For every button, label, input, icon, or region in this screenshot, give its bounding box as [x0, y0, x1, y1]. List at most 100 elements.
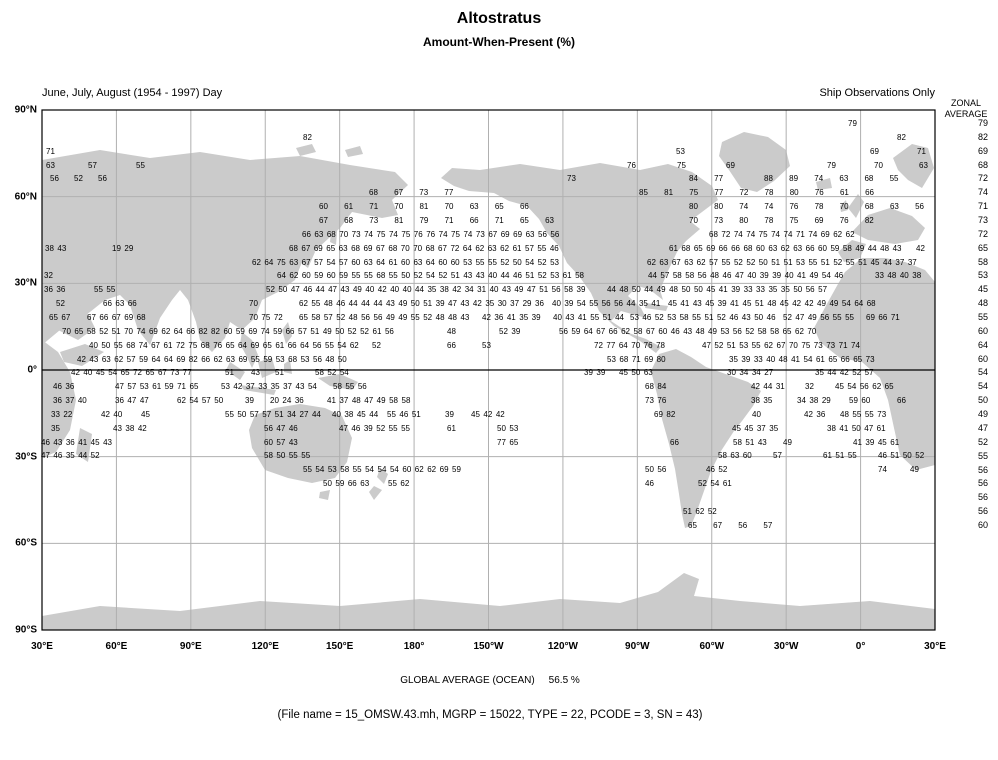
map-value-segment: 33 48 40 38: [875, 271, 922, 280]
map-value-segment: 70: [874, 161, 883, 170]
map-value-segment: 39 39: [584, 368, 606, 377]
map-value-segment: 58 51 43: [733, 438, 767, 447]
map-value-segment: 41 37 48 47 49 58 58: [327, 396, 411, 405]
map-value-segment: 50 53: [497, 424, 519, 433]
map-value-segment: 36 36: [44, 285, 66, 294]
map-value-segment: 62 64 75 63 67 57 54 57 60 63 64 61 60 6…: [252, 258, 560, 267]
zonal-average-header-line2: AVERAGE: [944, 109, 988, 119]
landmass-greenland: [719, 132, 790, 192]
x-axis-label: 90°E: [179, 641, 202, 652]
landmass-ireland: [840, 200, 848, 212]
map-value-segment: 68 72 74 74 75 74 74 71 74 69 62 62: [709, 230, 855, 239]
map-value-segment: 42 36: [804, 410, 826, 419]
map-value-segment: 53 68 71 69 80: [607, 355, 666, 364]
map-value-segment: 76: [627, 161, 636, 170]
map-value-segment: 38 35: [751, 396, 773, 405]
map-value-segment: 66 63 66: [103, 299, 137, 308]
map-value-segment: 75: [677, 161, 686, 170]
landmass-japan: [300, 240, 315, 268]
map-value-segment: 48 55 55 73: [840, 410, 887, 419]
map-value-segment: 45: [141, 410, 150, 419]
landmass-borneo: [258, 358, 276, 378]
map-value-segment: 61: [447, 424, 456, 433]
global-average-line: GLOBAL AVERAGE (OCEAN) 56.5 %: [0, 675, 980, 686]
map-value-segment: 82: [303, 133, 312, 142]
map-value-segment: 67 66 67 69 68: [87, 313, 146, 322]
map-value-segment: 60 61 71 70 81 70 63 65 66: [319, 202, 529, 211]
map-value-segment: 66 63 68 70 73 74 75 74 75 76 76 74 75 7…: [302, 230, 560, 239]
file-info: (File name = 15_OMSW.43.mh, MGRP = 15022…: [277, 709, 703, 721]
map-value-segment: 45 41 43 45 39 41 45 51 48 45 42 42 49 4…: [668, 299, 876, 308]
map-value-segment: 40 50 55 68 74 67 61 72 75 68 76 65 64 6…: [89, 341, 359, 350]
map-value-segment: 67 68 73 81 79 71 66 71 65 63: [319, 216, 554, 225]
map-value-segment: 53 46 52 53 58 55 51 52 46 43 50 46: [630, 313, 776, 322]
map-value-segment: 51 62 52: [683, 507, 717, 516]
zonal-average-value: 72: [977, 173, 988, 184]
map-value-segment: 30 34 34 27: [727, 368, 774, 377]
map-value-segment: 40 43 41 55 51 44: [553, 313, 625, 322]
landmass-arctic-island-1: [296, 144, 316, 156]
x-axis-label: 60°W: [699, 641, 725, 652]
zonal-average-value: 56: [977, 464, 988, 475]
map-value-segment: 55 55: [94, 285, 116, 294]
map-value-segment: 72 77 64 70 76 78: [594, 341, 666, 350]
x-axis-label: 30°E: [31, 641, 53, 652]
map-value-segment: 42 40 45 54 65 72 65 67 73 77: [71, 368, 192, 377]
map-value-segment: 52 50 47 46 44 47 43 49 40 42 40 40 44 3…: [266, 285, 586, 294]
map-value-segment: 43 38 42: [113, 424, 147, 433]
map-value-segment: 46 43 36 41 45 43: [41, 438, 113, 447]
zonal-average-value: 73: [977, 215, 988, 226]
global-average-label: GLOBAL AVERAGE (OCEAN): [400, 675, 535, 686]
zonal-average-value: 56: [977, 478, 988, 489]
map-value-segment: 35: [51, 424, 60, 433]
map-value-segment: 70 65 58 52 51 70 74 69 62 64 66 82 82 6…: [62, 327, 394, 336]
x-axis-label: 180°: [403, 641, 425, 652]
map-value-segment: 57: [773, 451, 782, 460]
map-value-segment: 65 67: [49, 313, 71, 322]
zonal-average-header: ZONAL AVERAGE: [936, 98, 996, 120]
y-axis-label: 30°S: [15, 451, 37, 463]
map-value-segment: 55 54 53 58 55 54 54 54 60 62 62 69 59: [303, 465, 461, 474]
zonal-average-value: 47: [977, 422, 988, 433]
x-axis-label: 150°W: [473, 641, 504, 652]
landmass-cuba: [645, 303, 668, 311]
map-value-segment: 52: [56, 299, 65, 308]
map-value-segment: 51: [225, 368, 234, 377]
zonal-average-value: 79: [977, 118, 988, 128]
map-value-segment: 52 39: [499, 327, 521, 336]
landmass-iceland: [816, 178, 832, 190]
map-value-segment: 47 46 35 44 52: [41, 451, 100, 460]
landmass-horn-of-africa: [60, 344, 104, 366]
map-value-segment: 71: [917, 147, 926, 156]
map-value-segment: 53 42 37 33 35 37 43 54: [221, 382, 317, 391]
landmass-sakhalin: [330, 220, 338, 245]
source-label: Ship Observations Only: [819, 87, 935, 99]
map-value-segment: 66: [670, 438, 679, 447]
zonal-average-value: 54: [977, 381, 988, 392]
map-value-segment: 58 52 54: [315, 368, 349, 377]
map-value-segment: 69: [870, 147, 879, 156]
landmass-new-zealand-north: [377, 468, 388, 484]
map-value-segment: 57: [88, 161, 97, 170]
map-value-segment: 62 54 57 50: [177, 396, 224, 405]
map-value-segment: 42: [916, 244, 925, 253]
landmass-scandinavia: [893, 144, 934, 188]
x-axis-label: 120°W: [547, 641, 578, 652]
map-value-segment: 53: [676, 147, 685, 156]
map-value-segment: 46 36: [53, 382, 75, 391]
map-value-segment: 74: [878, 465, 887, 474]
map-value-segment: 42 44 31: [751, 382, 785, 391]
map-value-segment: 47 46 39 52 55 55: [339, 424, 411, 433]
map-value-segment: 48: [447, 327, 456, 336]
map-value-segment: 80 80 74 74 76 78 70 68 63 56: [689, 202, 924, 211]
landmass-philippines: [282, 322, 292, 344]
map-value-segment: 71: [46, 147, 55, 156]
map-value-segment: 58 63 60: [718, 451, 752, 460]
map-value-segment: 32: [805, 382, 814, 391]
zonal-average-value: 56: [977, 492, 988, 503]
map-value-segment: 64 62 60 59 60 59 55 55 68 55 50 52 54 5…: [277, 271, 585, 280]
landmass-africa-west: [814, 258, 935, 470]
zonal-average-value: 50: [977, 395, 988, 406]
zonal-average-value: 60: [977, 519, 988, 530]
